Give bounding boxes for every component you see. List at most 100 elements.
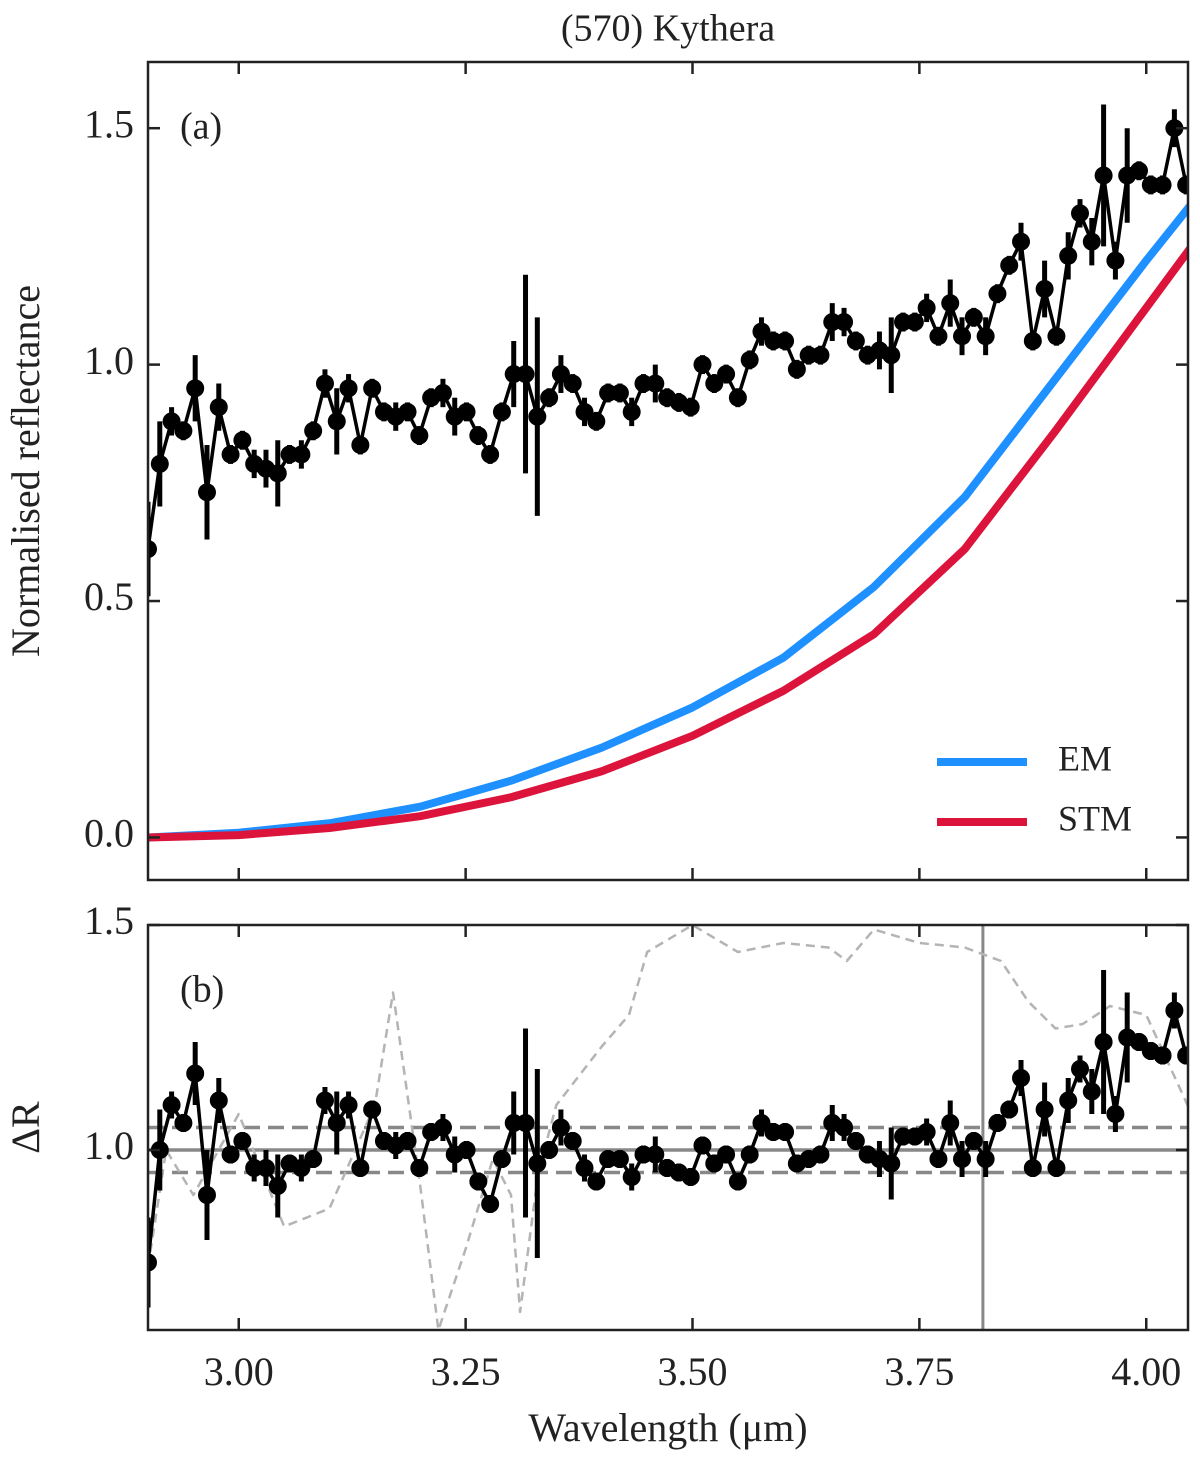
data-point bbox=[646, 374, 665, 393]
data-point bbox=[905, 313, 924, 332]
data-point bbox=[315, 1091, 334, 1110]
data-point bbox=[622, 1168, 641, 1186]
data-point bbox=[1071, 204, 1090, 223]
data-point bbox=[976, 327, 995, 346]
data-point bbox=[351, 435, 370, 454]
data-point bbox=[1094, 1033, 1113, 1051]
data-point bbox=[776, 331, 795, 350]
data-point bbox=[398, 1132, 417, 1150]
data-point bbox=[492, 1150, 511, 1168]
data-point bbox=[1082, 232, 1101, 251]
x-axis-label: Wavelength (μm) bbox=[528, 1405, 807, 1450]
data-point bbox=[717, 1145, 736, 1164]
data-point bbox=[1153, 1046, 1172, 1065]
data-point bbox=[457, 402, 476, 421]
data-point bbox=[811, 346, 830, 365]
data-point bbox=[256, 1159, 275, 1177]
data-point bbox=[339, 1096, 358, 1114]
data-point bbox=[1047, 1159, 1066, 1177]
data-point bbox=[433, 383, 452, 402]
data-point bbox=[1035, 279, 1054, 298]
y-tick-label: 1.0 bbox=[84, 338, 134, 383]
data-point bbox=[551, 1118, 570, 1137]
data-point bbox=[882, 1154, 901, 1173]
data-point bbox=[953, 1150, 972, 1168]
data-point bbox=[1177, 1046, 1188, 1065]
data-point bbox=[776, 1123, 795, 1141]
data-point bbox=[1023, 331, 1042, 350]
data-point bbox=[221, 1145, 240, 1164]
data-point bbox=[516, 365, 535, 384]
data-point bbox=[197, 483, 216, 502]
data-point bbox=[540, 388, 559, 407]
data-point bbox=[728, 1172, 747, 1191]
x-tick-label: 3.25 bbox=[431, 1349, 501, 1394]
model-curve bbox=[148, 244, 1188, 842]
data-line bbox=[148, 1008, 1188, 1263]
data-point bbox=[528, 407, 547, 426]
y-axis-label: ΔR bbox=[3, 1101, 48, 1154]
data-point bbox=[610, 383, 629, 402]
data-point bbox=[233, 431, 252, 450]
data-point bbox=[646, 1145, 665, 1164]
data-point bbox=[929, 327, 948, 346]
data-point bbox=[988, 1114, 1007, 1132]
data-point bbox=[964, 1132, 983, 1150]
legend-label: EM bbox=[1058, 738, 1112, 778]
data-point bbox=[209, 1091, 228, 1110]
x-tick-label: 3.75 bbox=[884, 1349, 954, 1394]
x-tick-label: 3.50 bbox=[658, 1349, 728, 1394]
plot-area bbox=[148, 925, 1188, 1330]
panel-label: (a) bbox=[180, 106, 222, 148]
data-point bbox=[976, 1150, 995, 1168]
data-point bbox=[339, 379, 358, 398]
data-point bbox=[457, 1141, 476, 1159]
data-point bbox=[622, 402, 641, 421]
data-point bbox=[363, 379, 382, 398]
data-point bbox=[1059, 1091, 1078, 1110]
data-point bbox=[681, 398, 700, 417]
data-point bbox=[528, 1154, 547, 1173]
data-point bbox=[1023, 1159, 1042, 1177]
data-point bbox=[740, 350, 759, 369]
data-point bbox=[197, 1186, 216, 1204]
data-point bbox=[1082, 1082, 1101, 1101]
data-point bbox=[846, 331, 865, 350]
data-point bbox=[1177, 175, 1188, 194]
data-point bbox=[717, 365, 736, 384]
data-point bbox=[740, 1145, 759, 1164]
data-point bbox=[186, 379, 205, 398]
y-tick-label: 1.5 bbox=[84, 101, 134, 146]
data-point bbox=[481, 445, 500, 464]
data-point bbox=[1035, 1100, 1054, 1119]
data-point bbox=[988, 284, 1007, 303]
data-point bbox=[469, 426, 488, 445]
data-point bbox=[882, 346, 901, 365]
data-point bbox=[304, 1150, 323, 1168]
data-point bbox=[304, 421, 323, 440]
panel-label: (b) bbox=[180, 969, 224, 1011]
data-point bbox=[148, 540, 157, 559]
data-point bbox=[209, 398, 228, 417]
data-point bbox=[681, 1168, 700, 1186]
data-point bbox=[563, 374, 582, 393]
data-point bbox=[964, 308, 983, 327]
data-point bbox=[148, 1253, 157, 1272]
data-point bbox=[587, 1172, 606, 1191]
data-point bbox=[233, 1132, 252, 1150]
data-point bbox=[693, 355, 712, 374]
data-point bbox=[1094, 166, 1113, 185]
data-point bbox=[693, 1136, 712, 1155]
data-point bbox=[1165, 1001, 1184, 1020]
data-point bbox=[351, 1159, 370, 1177]
data-point bbox=[398, 402, 417, 421]
data-point bbox=[587, 412, 606, 431]
data-point bbox=[150, 454, 169, 473]
data-point bbox=[516, 1114, 535, 1132]
data-point bbox=[941, 1114, 960, 1132]
data-point bbox=[1012, 1069, 1031, 1087]
data-point bbox=[1153, 175, 1172, 194]
data-point bbox=[1000, 256, 1019, 275]
